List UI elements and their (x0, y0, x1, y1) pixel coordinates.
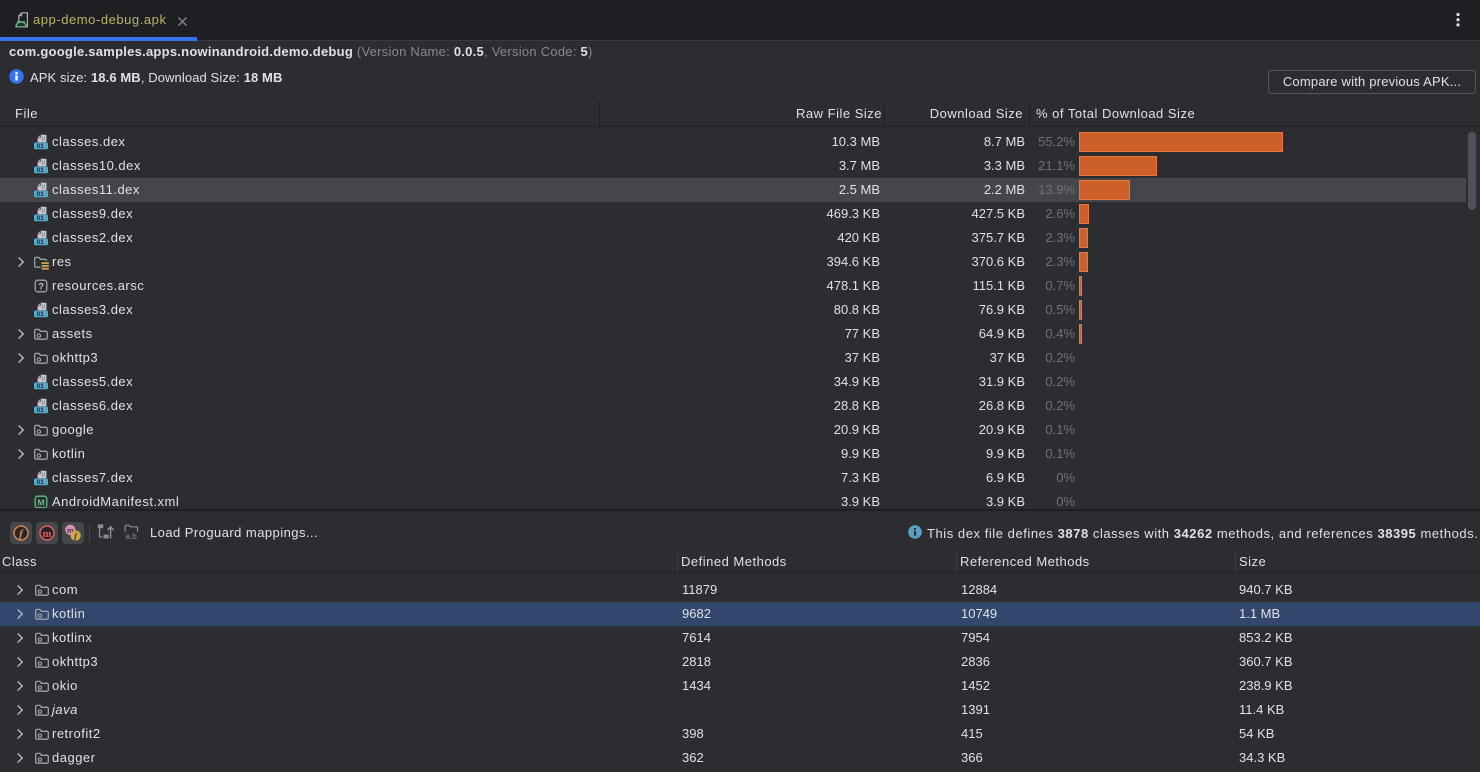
svg-text:01: 01 (37, 311, 45, 318)
svg-text:01: 01 (37, 479, 45, 486)
svg-text:01: 01 (37, 383, 45, 390)
svg-text:01: 01 (37, 167, 45, 174)
svg-text:01: 01 (37, 407, 45, 414)
svg-text:M: M (38, 498, 45, 508)
svg-text:a.b: a.b (126, 532, 138, 541)
svg-text:m: m (43, 529, 52, 540)
svg-text:?: ? (38, 281, 44, 291)
svg-text:01: 01 (37, 191, 45, 198)
svg-text:f: f (19, 527, 24, 541)
svg-text:f: f (74, 531, 78, 541)
svg-text:m: m (67, 526, 74, 535)
svg-text:01: 01 (37, 215, 45, 222)
svg-text:01: 01 (37, 143, 45, 150)
svg-text:01: 01 (37, 239, 45, 246)
